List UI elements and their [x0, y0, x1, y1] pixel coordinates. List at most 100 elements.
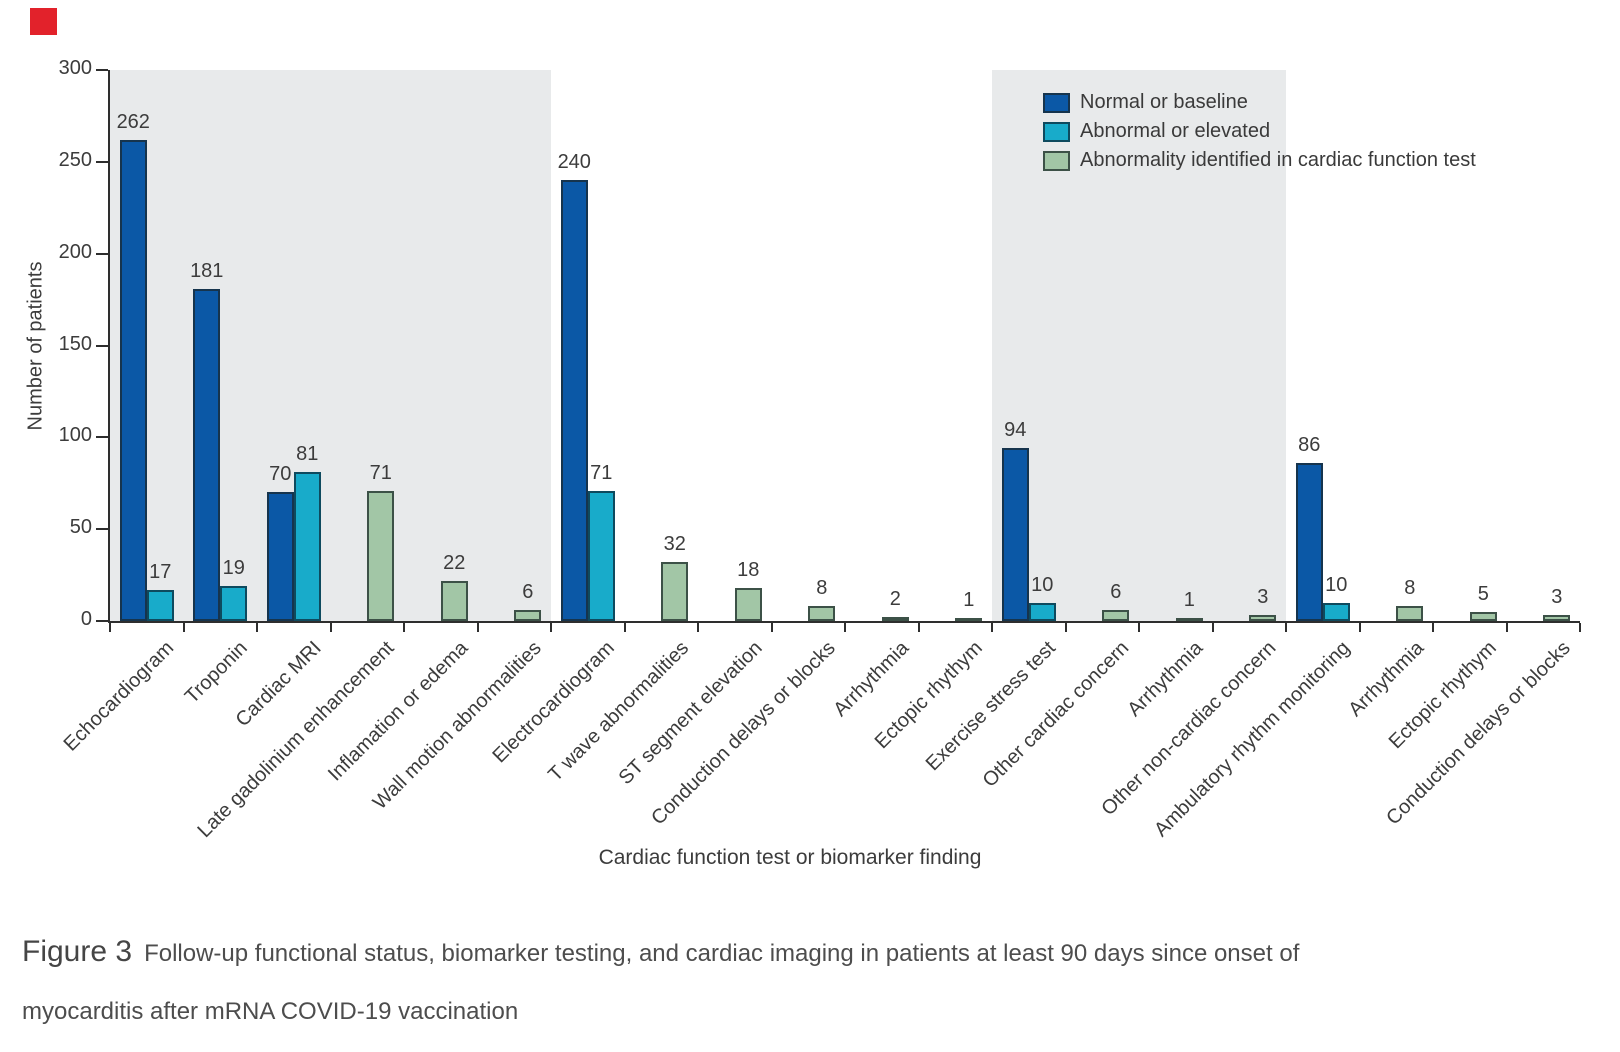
x-category-label: T wave abnormalities — [543, 637, 693, 786]
lancet-red-square-mark — [30, 8, 57, 35]
bar-value-label: 86 — [1298, 434, 1321, 456]
figure-caption-line2: myocarditis after mRNA COVID-19 vaccinat… — [22, 998, 519, 1025]
legend-item: Abnormal or elevated — [1043, 117, 1476, 146]
bar-normal — [193, 289, 221, 621]
bar-abnormality — [1249, 615, 1277, 621]
bar-value-label: 71 — [369, 462, 392, 484]
bar-abnormality — [734, 588, 762, 621]
y-axis-tick — [96, 620, 108, 622]
bar-normal — [560, 180, 588, 621]
x-category-label: Troponin — [180, 637, 252, 708]
bar-abnormality — [661, 562, 689, 621]
x-axis-tick — [1505, 623, 1508, 632]
legend-item: Abnormality identified in cardiac functi… — [1043, 146, 1476, 175]
x-axis-tick — [991, 623, 993, 632]
bar-value-label: 81 — [296, 443, 319, 465]
bar-value-label: 22 — [443, 552, 466, 574]
bar-normal — [266, 492, 294, 621]
y-axis-tick — [96, 69, 108, 71]
bar-abnormal — [1028, 603, 1056, 621]
y-axis-tick — [96, 436, 108, 439]
y-tick-label: 250 — [58, 148, 92, 171]
legend-swatch-normal — [1043, 92, 1070, 113]
y-axis-tick — [96, 344, 108, 347]
bar-abnormal — [1322, 603, 1350, 621]
x-axis-tick — [1579, 623, 1581, 632]
bar-abnormal — [146, 590, 174, 621]
caption-text: Follow-up functional status, biomarker t… — [144, 940, 1300, 967]
x-axis-tick — [182, 623, 185, 632]
bar-value-label: 18 — [737, 559, 760, 581]
x-axis-tick — [1211, 623, 1214, 632]
bar-value-label: 71 — [590, 462, 613, 484]
bar-value-label: 19 — [222, 557, 245, 579]
bar-value-label: 6 — [522, 581, 534, 603]
x-axis-tick — [697, 623, 699, 632]
x-axis-tick — [1432, 623, 1434, 632]
bar-value-label: 1 — [1183, 589, 1195, 611]
x-axis-line — [108, 621, 1580, 623]
x-axis-tick — [256, 623, 258, 632]
legend-swatch-abnormal — [1043, 121, 1070, 142]
x-category-label: Other cardiac concern — [979, 637, 1134, 792]
x-axis-tick — [770, 623, 773, 632]
y-tick-label: 150 — [58, 332, 92, 355]
x-axis-tick — [1358, 623, 1361, 632]
y-axis-line — [108, 70, 110, 623]
legend-swatch-abnormality — [1043, 150, 1070, 171]
bar-value-label: 32 — [663, 533, 686, 555]
figure-number-label: Figure 3 — [22, 935, 133, 968]
bar-normal — [1001, 448, 1029, 621]
legend-item: Normal or baseline — [1043, 88, 1476, 117]
x-axis-tick — [1138, 623, 1140, 632]
bar-abnormal — [587, 491, 615, 621]
bar-abnormality — [1543, 615, 1571, 621]
chart-legend: Normal or baseline Abnormal or elevated Ab… — [1043, 88, 1476, 175]
bar-abnormality — [808, 606, 836, 621]
legend-label: Normal or baseline — [1080, 91, 1248, 113]
bar-abnormal — [293, 472, 321, 621]
bar-chart: 0 50 100 150 200 250 300 262 17 Echocardiogram 181… — [58, 57, 1581, 842]
y-axis-tick — [96, 528, 108, 531]
bar-value-label: 70 — [269, 463, 292, 485]
y-tick-label: 300 — [58, 57, 92, 79]
bar-abnormality — [1469, 612, 1497, 621]
y-axis-tick — [96, 160, 108, 163]
bar-abnormality — [440, 581, 468, 621]
bar-value-label: 10 — [1031, 574, 1054, 596]
bar-value-label: 17 — [149, 561, 172, 583]
x-category-label: Exercise stress test — [922, 637, 1061, 776]
x-axis-tick — [476, 623, 479, 632]
shaded-region — [992, 70, 1286, 621]
y-tick-label: 100 — [58, 424, 92, 447]
x-axis-tick — [109, 623, 111, 632]
bar-normal — [1295, 463, 1323, 621]
x-axis-tick — [623, 623, 626, 632]
x-axis-tick — [1064, 623, 1067, 632]
bar-abnormal — [220, 586, 248, 621]
y-tick-label: 0 — [80, 608, 92, 630]
bar-abnormality — [1102, 610, 1130, 621]
bar-value-label: 8 — [1404, 577, 1416, 599]
bar-value-label: 10 — [1325, 574, 1348, 596]
y-tick-label: 200 — [58, 240, 92, 263]
bar-value-label: 2 — [889, 588, 901, 610]
bar-value-label: 6 — [1110, 581, 1122, 603]
bar-abnormality — [367, 491, 395, 621]
x-axis-tick — [329, 623, 332, 632]
x-axis-title: Cardiac function test or biomarker findi… — [598, 846, 982, 869]
bar-value-label: 3 — [1551, 586, 1563, 608]
legend-label: Abnormal or elevated — [1080, 120, 1271, 142]
legend-label: Abnormality identified in cardiac functi… — [1080, 149, 1476, 171]
bar-abnormality — [1396, 606, 1424, 621]
shaded-region — [110, 70, 551, 621]
x-category-label: ST segment elevation — [614, 637, 767, 790]
x-axis-tick — [1285, 623, 1287, 632]
x-category-label: Inflamation or edema — [323, 637, 473, 786]
x-axis-tick — [844, 623, 846, 632]
bar-value-label: 3 — [1257, 586, 1269, 608]
y-axis-tick — [96, 252, 108, 255]
bar-value-label: 8 — [816, 577, 828, 599]
bar-value-label: 5 — [1477, 583, 1489, 605]
